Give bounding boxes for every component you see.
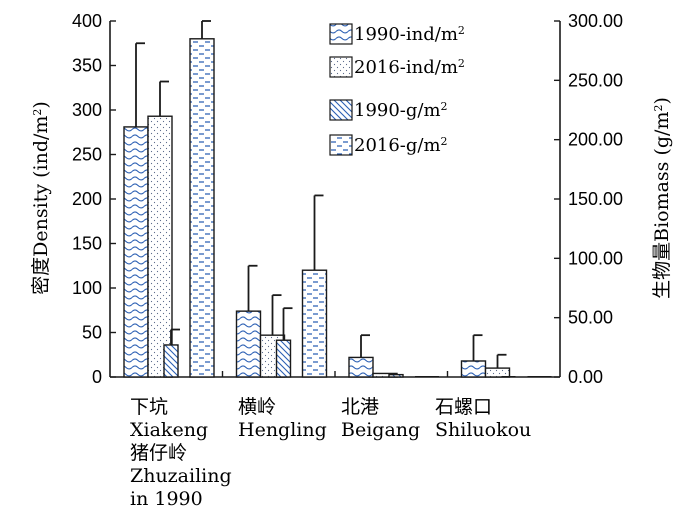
right-axis-unit-sup: 2 bbox=[652, 105, 665, 112]
legend-entry: 2016-g/m2 bbox=[354, 135, 448, 157]
bar-wave bbox=[348, 356, 374, 378]
legend-entry-sup: 2 bbox=[441, 100, 448, 113]
left-axis-unit-sup: 2 bbox=[31, 109, 44, 116]
right-axis-label-end: ) bbox=[651, 97, 673, 104]
right-tick-label: 150.00 bbox=[568, 189, 623, 209]
right-tick-label: 250.00 bbox=[568, 70, 623, 90]
bar-dots bbox=[147, 115, 173, 378]
bar-wave bbox=[460, 360, 487, 378]
right-tick-label: 0.00 bbox=[568, 367, 603, 387]
legend-entry-sup: 2 bbox=[441, 135, 448, 148]
left-tick-label: 0 bbox=[92, 367, 102, 387]
legend-entry-name: 1990-ind/m bbox=[354, 24, 458, 45]
legend-entry: 1990-g/m2 bbox=[354, 100, 448, 122]
left-axis-label: 密度Density (ind/m bbox=[30, 116, 52, 295]
category-label-en2: Zhuzailing bbox=[130, 465, 232, 487]
legend-entry: 2016-ind/m2 bbox=[354, 57, 465, 79]
legend-swatch-diagonal bbox=[329, 99, 353, 121]
left-tick-label: 100 bbox=[72, 278, 102, 298]
bar-dashes bbox=[301, 269, 328, 378]
legend-entry-sup: 2 bbox=[458, 57, 465, 70]
right-axis-label: 生物量Biomass (g/m bbox=[651, 112, 673, 299]
bar-wave bbox=[123, 126, 149, 378]
legend-swatch-dashes bbox=[329, 134, 353, 156]
legend-swatch-dots bbox=[329, 56, 353, 78]
category-label-cn: 北港 bbox=[341, 396, 379, 418]
bar-wave bbox=[235, 310, 262, 378]
legend-entry-sup: 2 bbox=[458, 24, 465, 37]
legend-swatch-wave bbox=[329, 23, 353, 45]
bar-dashes bbox=[189, 38, 215, 378]
left-tick-label: 350 bbox=[72, 56, 102, 76]
left-tick-label: 400 bbox=[72, 11, 102, 31]
left-tick-label: 250 bbox=[72, 145, 102, 165]
category-label-en: Shiluokou bbox=[435, 419, 531, 441]
right-axis-title: 生物量Biomass (g/m2) bbox=[651, 97, 673, 299]
category-label-en: Beigang bbox=[341, 419, 420, 441]
bars bbox=[123, 20, 552, 378]
legend-entry-name: 2016-ind/m bbox=[354, 57, 458, 78]
legend-entry-name: 2016-g/m bbox=[354, 135, 441, 156]
category-label-cn: 下坑 bbox=[130, 396, 168, 418]
left-axis-label-end: ) bbox=[30, 101, 52, 108]
right-tick-label: 50.00 bbox=[568, 308, 613, 328]
left-tick-label: 300 bbox=[72, 100, 102, 120]
left-tick-label: 50 bbox=[82, 323, 102, 343]
left-tick-label: 150 bbox=[72, 234, 102, 254]
category-label-en2: in 1990 bbox=[130, 488, 203, 510]
right-tick-label: 300.00 bbox=[568, 11, 623, 31]
category-label-cn: 横岭 bbox=[238, 396, 276, 418]
bar-dots bbox=[484, 367, 511, 378]
category-label-cn: 石螺口 bbox=[435, 396, 492, 418]
right-tick-label: 200.00 bbox=[568, 130, 623, 150]
right-tick-label: 100.00 bbox=[568, 248, 623, 268]
axes: 0 50 100 150 200 250 300 350 400 0.00 50.00 100.00 1… bbox=[72, 11, 623, 387]
category-label-en: Hengling bbox=[238, 419, 327, 441]
bar-diagonal bbox=[275, 339, 292, 378]
bar-diagonal bbox=[163, 344, 179, 378]
category-label-cn2: 猪仔岭 bbox=[130, 442, 187, 464]
left-axis-title: 密度Density (ind/m2) bbox=[30, 101, 52, 295]
category-label-en: Xiakeng bbox=[130, 419, 208, 441]
bar-diagonal bbox=[388, 373, 404, 378]
legend-entry-name: 1990-g/m bbox=[354, 100, 441, 121]
legend-entry: 1990-ind/m2 bbox=[354, 24, 465, 46]
left-tick-label: 200 bbox=[72, 189, 102, 209]
